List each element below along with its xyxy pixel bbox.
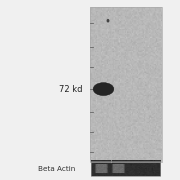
- Bar: [91, 161, 160, 176]
- Ellipse shape: [93, 83, 114, 96]
- Ellipse shape: [107, 19, 109, 22]
- Text: Beta Actin: Beta Actin: [38, 166, 76, 172]
- Bar: [90, 7, 162, 162]
- Text: 72 kd: 72 kd: [59, 85, 83, 94]
